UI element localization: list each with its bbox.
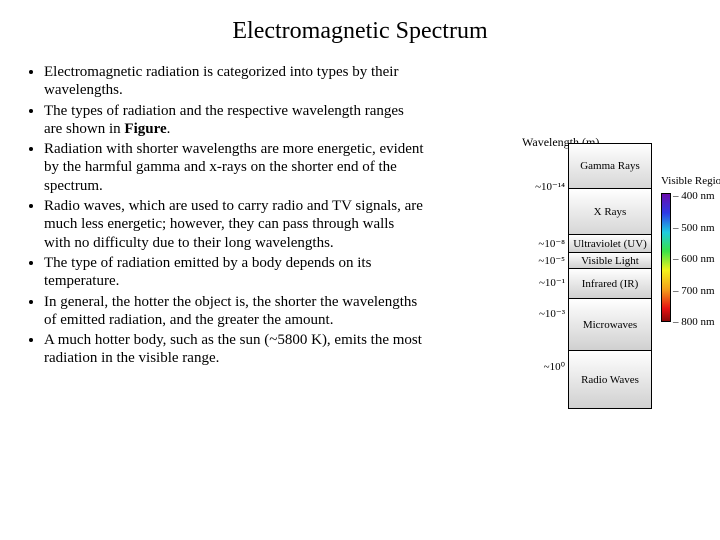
wavelength-tick: ~10⁻⁵ (523, 254, 565, 267)
spectrum-band: Visible Light (568, 253, 652, 269)
wavelength-tick: ~10⁻³ (523, 307, 565, 320)
bullet-item: Radiation with shorter wavelengths are m… (44, 140, 424, 195)
spectrum-diagram: Wavelength (m) ~10⁻¹⁴~10⁻⁸~10⁻⁵~10⁻¹~10⁻… (405, 135, 715, 515)
spectrum-band: Radio Waves (568, 351, 652, 409)
visible-spectrum-bar (661, 193, 671, 322)
bullet-item: A much hotter body, such as the sun (~58… (44, 331, 424, 368)
spectrum-band: Infrared (IR) (568, 269, 652, 299)
visible-tick: – 400 nm (673, 190, 715, 202)
bullet-item: The type of radiation emitted by a body … (44, 254, 424, 291)
visible-tick: – 800 nm (673, 316, 715, 328)
spectrum-band: X Rays (568, 189, 652, 235)
bullet-item: Radio waves, which are used to carry rad… (44, 197, 424, 252)
wavelength-tick: ~10⁻⁸ (523, 237, 565, 250)
visible-tick: – 700 nm (673, 285, 715, 297)
visible-tick: – 600 nm (673, 253, 715, 265)
bullet-item: Electromagnetic radiation is categorized… (44, 63, 424, 100)
bullet-item: The types of radiation and the respectiv… (44, 102, 424, 139)
visible-tick: – 500 nm (673, 222, 715, 234)
wavelength-tick: ~10⁰ (523, 360, 565, 373)
spectrum-band: Gamma Rays (568, 143, 652, 189)
visible-region-label: Visible Region (661, 175, 720, 187)
spectrum-column: Gamma RaysX RaysUltraviolet (UV)Visible … (568, 143, 652, 409)
spectrum-band: Ultraviolet (UV) (568, 235, 652, 253)
bullet-item: In general, the hotter the object is, th… (44, 293, 424, 330)
spectrum-band: Microwaves (568, 299, 652, 351)
page-title: Electromagnetic Spectrum (26, 18, 694, 45)
wavelength-tick: ~10⁻¹ (523, 276, 565, 289)
wavelength-tick: ~10⁻¹⁴ (523, 180, 565, 193)
bullet-list: Electromagnetic radiation is categorized… (26, 63, 424, 370)
